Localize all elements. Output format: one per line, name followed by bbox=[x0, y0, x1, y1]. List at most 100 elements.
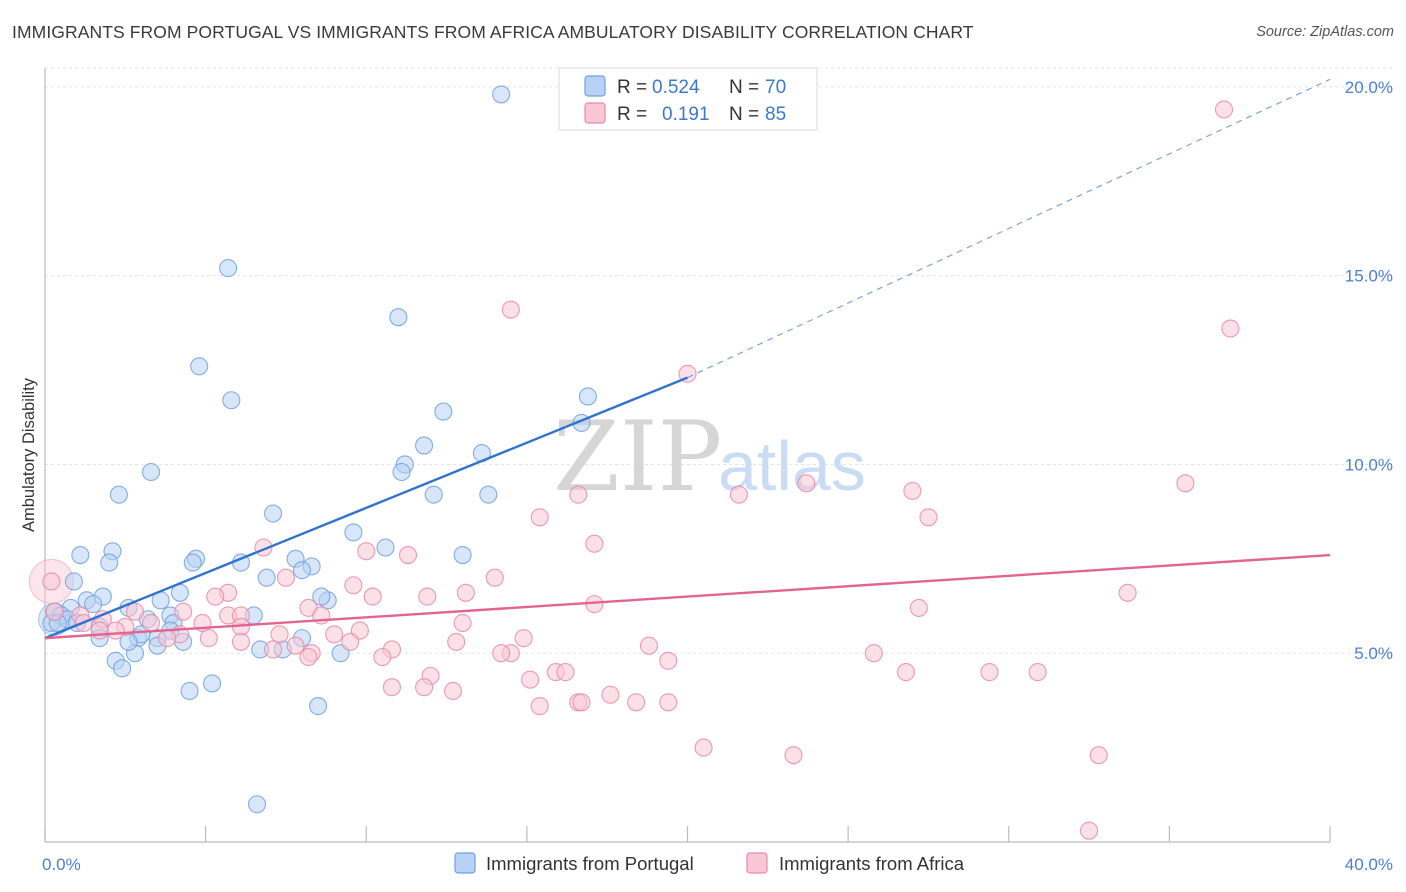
data-point-africa bbox=[1028, 663, 1047, 682]
trend-lines bbox=[44, 78, 1331, 640]
data-point-africa bbox=[456, 583, 475, 602]
data-point-africa bbox=[299, 647, 318, 667]
data-point-africa bbox=[572, 693, 591, 712]
data-point-africa bbox=[45, 602, 64, 621]
data-point-portugal bbox=[264, 504, 283, 523]
data-point-africa bbox=[363, 587, 382, 606]
data-point-africa bbox=[199, 629, 218, 648]
data-point-africa bbox=[492, 644, 511, 663]
data-point-africa bbox=[398, 546, 418, 565]
data-point-africa bbox=[521, 670, 540, 689]
legend-r-label-africa: R = bbox=[617, 104, 647, 125]
trend-line-portugal-extension bbox=[687, 78, 1331, 379]
data-point-africa bbox=[501, 300, 520, 319]
data-point-portugal bbox=[71, 546, 90, 565]
data-point-africa bbox=[443, 681, 463, 701]
data-point-africa bbox=[864, 644, 883, 663]
watermark: ZIP atlas bbox=[553, 401, 866, 513]
data-point-africa bbox=[264, 640, 283, 659]
x-tick-label-min: 0.0% bbox=[42, 855, 81, 874]
data-point-africa bbox=[585, 534, 604, 553]
y-tick-labels: 5.0% 10.0% 15.0% 20.0% bbox=[1345, 78, 1393, 663]
data-point-africa bbox=[447, 632, 466, 651]
data-point-portugal bbox=[257, 568, 276, 587]
series-legend-swatch-portugal bbox=[454, 852, 476, 874]
data-point-africa bbox=[90, 621, 109, 640]
data-point-africa bbox=[729, 485, 748, 504]
data-point-africa bbox=[231, 632, 251, 651]
data-point-portugal bbox=[84, 595, 103, 614]
data-point-portugal bbox=[180, 681, 199, 701]
data-point-portugal bbox=[64, 572, 83, 591]
data-point-africa bbox=[276, 568, 295, 587]
trend-line-portugal bbox=[44, 376, 688, 640]
y-tick-label: 10.0% bbox=[1345, 455, 1393, 474]
legend-n-value-portugal: 70 bbox=[765, 77, 786, 98]
data-point-africa bbox=[286, 636, 305, 655]
data-point-africa bbox=[627, 693, 646, 712]
data-point-portugal bbox=[109, 485, 128, 504]
legend-r-value-portugal: 0.524 bbox=[652, 77, 700, 98]
data-point-africa bbox=[569, 485, 588, 504]
data-point-portugal bbox=[141, 462, 161, 482]
data-point-africa bbox=[903, 481, 922, 500]
legend-n-label-africa: N = bbox=[729, 104, 759, 125]
data-point-portugal bbox=[100, 553, 119, 572]
legend-r-value-africa: 0.191 bbox=[662, 104, 710, 125]
series-legend-swatch-africa bbox=[746, 852, 768, 874]
legend-n-label-portugal: N = bbox=[729, 77, 759, 98]
data-point-africa bbox=[453, 613, 472, 633]
data-point-africa bbox=[530, 697, 549, 716]
data-point-africa bbox=[1214, 100, 1234, 119]
data-point-africa bbox=[530, 508, 549, 527]
x-ticks bbox=[44, 826, 1331, 842]
data-point-africa bbox=[980, 663, 999, 682]
data-point-portugal bbox=[292, 561, 312, 580]
data-point-africa bbox=[174, 602, 193, 621]
data-point-africa bbox=[418, 587, 437, 606]
data-point-africa bbox=[415, 678, 434, 697]
data-point-africa bbox=[909, 598, 928, 617]
data-point-portugal bbox=[389, 308, 408, 327]
data-point-africa bbox=[1080, 821, 1099, 840]
data-point-portugal bbox=[415, 436, 434, 455]
data-point-portugal bbox=[219, 259, 238, 278]
data-point-africa bbox=[514, 629, 533, 648]
legend-swatch-portugal bbox=[584, 75, 606, 97]
data-point-portugal bbox=[453, 546, 472, 565]
data-point-portugal bbox=[190, 357, 209, 376]
data-point-africa bbox=[344, 576, 363, 595]
data-point-portugal bbox=[183, 553, 202, 572]
data-point-africa bbox=[694, 738, 713, 757]
data-point-portugal bbox=[479, 485, 498, 504]
data-point-africa bbox=[556, 663, 575, 682]
series-legend-label-portugal: Immigrants from Portugal bbox=[486, 853, 694, 874]
data-point-africa bbox=[1118, 583, 1137, 602]
data-point-africa bbox=[206, 587, 225, 606]
data-point-africa bbox=[1176, 474, 1195, 493]
data-point-africa bbox=[125, 602, 144, 621]
trend-line-africa bbox=[44, 553, 1331, 640]
data-point-africa bbox=[919, 508, 938, 527]
data-point-portugal bbox=[113, 659, 132, 678]
correlation-legend: R = 0.524 N = 70 R = 0.191 N = 85 bbox=[558, 67, 818, 131]
data-point-africa bbox=[382, 678, 402, 697]
data-point-africa bbox=[601, 685, 620, 704]
data-point-portugal bbox=[434, 402, 453, 421]
y-tick-label: 15.0% bbox=[1345, 267, 1393, 286]
data-point-africa bbox=[659, 693, 678, 712]
data-point-portugal bbox=[424, 485, 443, 504]
legend-r-label-portugal: R = bbox=[617, 77, 647, 98]
data-point-africa bbox=[784, 746, 803, 765]
data-point-portugal bbox=[222, 391, 241, 410]
data-point-africa bbox=[659, 651, 678, 670]
series-legend-label-africa: Immigrants from Africa bbox=[779, 853, 965, 874]
data-point-africa bbox=[1089, 746, 1108, 765]
data-point-africa bbox=[158, 629, 177, 648]
data-point-portugal bbox=[247, 795, 267, 814]
y-axis-title: Ambulatory Disability bbox=[20, 377, 38, 532]
data-point-africa bbox=[42, 572, 61, 591]
y-tick-label: 20.0% bbox=[1345, 78, 1393, 97]
data-point-portugal bbox=[312, 587, 331, 606]
chart-title: IMMIGRANTS FROM PORTUGAL VS IMMIGRANTS F… bbox=[12, 22, 974, 42]
